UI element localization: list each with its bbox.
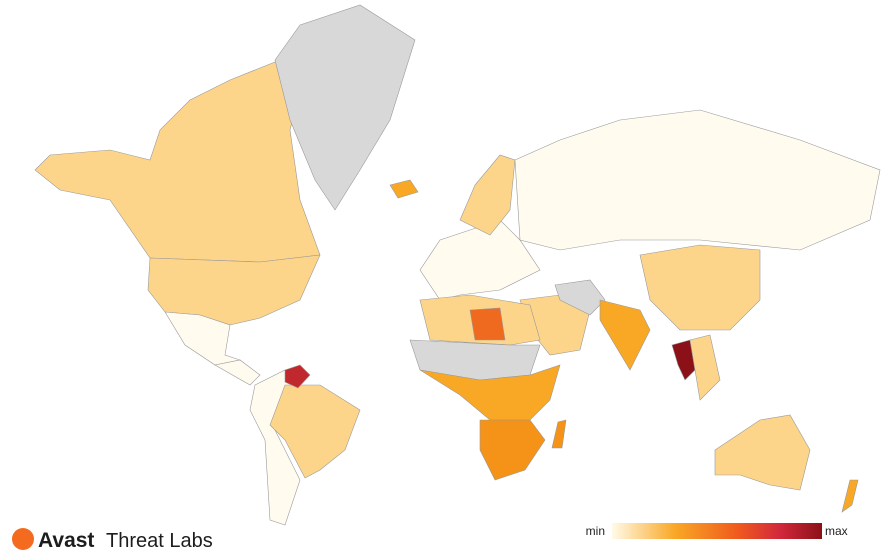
legend-max: max bbox=[825, 524, 848, 538]
madagascar bbox=[551, 419, 567, 449]
iran bbox=[554, 279, 606, 316]
usa bbox=[147, 254, 321, 326]
central-africa bbox=[419, 364, 561, 421]
russia bbox=[514, 109, 881, 251]
canada bbox=[34, 59, 321, 263]
world-map bbox=[34, 4, 881, 526]
mexico bbox=[164, 311, 242, 366]
venezuela bbox=[284, 364, 311, 389]
legend-min: min bbox=[586, 524, 605, 538]
legend-gradient bbox=[612, 523, 822, 539]
legend: min max bbox=[586, 523, 848, 539]
china bbox=[639, 244, 761, 331]
thailand bbox=[671, 339, 696, 381]
brand: Avast Threat Labs bbox=[12, 528, 213, 552]
libya bbox=[469, 307, 506, 341]
brand-logo bbox=[12, 528, 34, 550]
greenland bbox=[274, 4, 416, 211]
southeast-asia bbox=[689, 334, 721, 401]
brand-product: Threat Labs bbox=[106, 530, 213, 552]
central-america bbox=[214, 359, 261, 386]
australia bbox=[714, 414, 811, 491]
new-zealand bbox=[841, 479, 859, 513]
india bbox=[599, 299, 651, 371]
brazil bbox=[269, 384, 361, 479]
southern-africa bbox=[479, 419, 546, 481]
brand-name: Avast bbox=[38, 529, 94, 552]
iceland bbox=[389, 179, 419, 199]
scandinavia bbox=[459, 154, 516, 236]
